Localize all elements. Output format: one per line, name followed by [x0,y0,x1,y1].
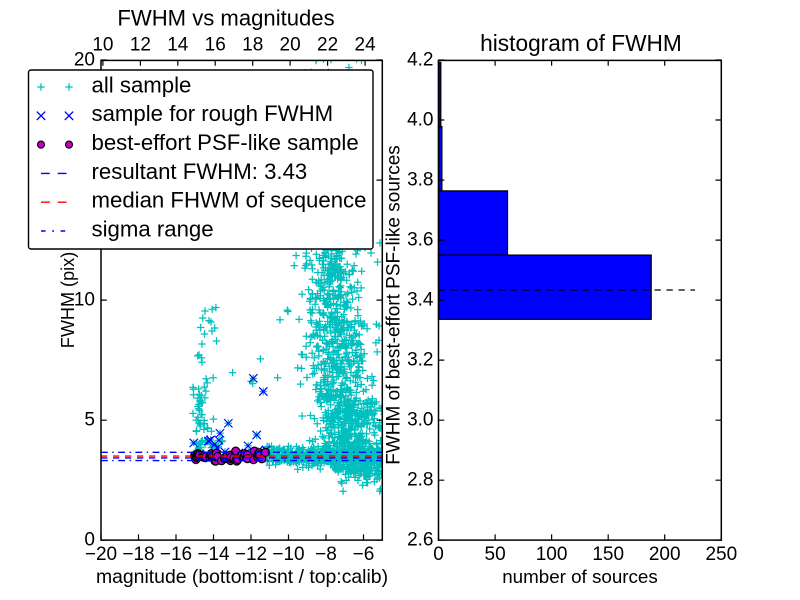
svg-text:5: 5 [84,409,95,430]
svg-text:−20: −20 [85,544,117,565]
svg-text:−14: −14 [197,544,230,565]
svg-text:3.8: 3.8 [407,169,433,190]
svg-text:20: 20 [280,34,301,55]
svg-text:3.4: 3.4 [407,289,434,310]
svg-text:sample for rough FWHM: sample for rough FWHM [92,101,334,126]
svg-text:3.6: 3.6 [407,229,433,250]
svg-text:−12: −12 [235,544,267,565]
svg-text:−18: −18 [122,544,154,565]
svg-text:10: 10 [92,34,113,55]
svg-text:FWHM (pix): FWHM (pix) [58,252,78,348]
svg-text:100: 100 [536,544,568,565]
svg-text:median FHWM of sequence: median FHWM of sequence [92,188,367,213]
svg-text:0: 0 [84,530,95,551]
svg-text:−16: −16 [160,544,192,565]
svg-text:best-effort PSF-like sample: best-effort PSF-like sample [92,130,359,155]
svg-text:4.2: 4.2 [407,49,433,70]
svg-text:−8: −8 [315,544,337,565]
svg-text:resultant FWHM: 3.43: resultant FWHM: 3.43 [92,159,308,184]
svg-text:3.2: 3.2 [407,349,433,370]
svg-text:16: 16 [205,34,226,55]
svg-text:sigma range: sigma range [92,216,214,241]
svg-text:FWHM of best-effort PSF-like s: FWHM of best-effort PSF-like sources [384,145,405,465]
svg-text:magnitude (bottom:isnt / top:c: magnitude (bottom:isnt / top:calib) [96,566,388,588]
svg-text:50: 50 [485,544,506,565]
svg-text:number of sources: number of sources [502,566,658,587]
svg-text:0: 0 [433,544,444,565]
svg-text:18: 18 [242,34,263,55]
svg-text:150: 150 [592,544,624,565]
svg-text:−6: −6 [353,544,375,565]
svg-text:10: 10 [74,289,95,310]
svg-text:−10: −10 [272,544,304,565]
svg-text:14: 14 [167,34,189,55]
svg-text:2.8: 2.8 [407,470,433,491]
svg-text:4.0: 4.0 [407,109,433,130]
svg-text:2.6: 2.6 [407,530,433,551]
svg-text:FWHM vs magnitudes: FWHM vs magnitudes [117,6,334,31]
svg-text:24: 24 [355,34,377,55]
svg-text:250: 250 [705,544,737,565]
svg-text:200: 200 [649,544,681,565]
svg-text:22: 22 [317,34,338,55]
svg-text:20: 20 [74,49,95,70]
svg-text:12: 12 [130,34,151,55]
svg-text:all sample: all sample [92,72,192,97]
svg-text:3.0: 3.0 [407,409,433,430]
svg-text:histogram of FWHM: histogram of FWHM [480,30,682,56]
